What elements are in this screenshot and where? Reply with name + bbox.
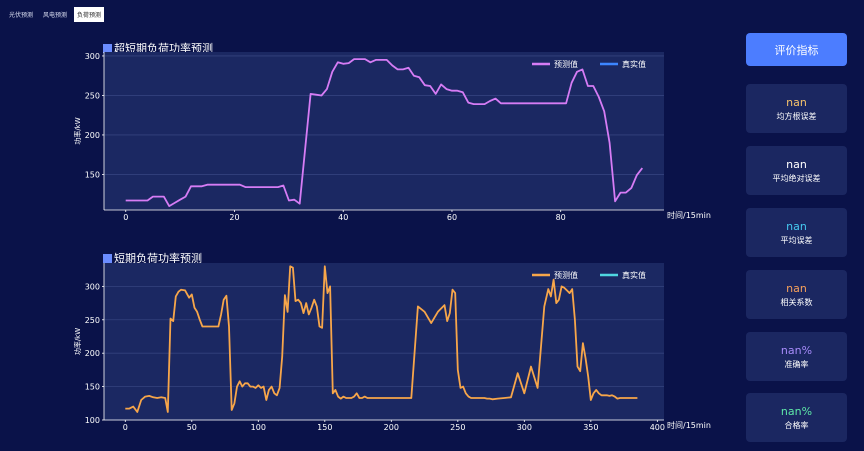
x-tick-label: 80 xyxy=(556,213,566,222)
metric-pass-rate: nan% 合格率 xyxy=(746,393,847,442)
metric-mae: nan 平均绝对误差 xyxy=(746,146,847,195)
y-tick-label: 150 xyxy=(85,383,100,392)
x-tick-label: 50 xyxy=(187,423,197,432)
metric-value: nan xyxy=(786,157,807,171)
x-tick-label: 300 xyxy=(517,423,532,432)
plot-area xyxy=(104,263,664,420)
evaluate-metrics-button[interactable]: 评价指标 xyxy=(746,33,847,66)
metric-label: 平均误差 xyxy=(780,235,813,245)
metric-correlation: nan 相关系数 xyxy=(746,270,847,319)
metric-value: nan% xyxy=(780,404,813,418)
x-tick-label: 350 xyxy=(583,423,598,432)
metric-label: 平均绝对误差 xyxy=(772,173,821,183)
tab-pv-forecast[interactable]: 光伏预测 xyxy=(9,12,34,19)
metric-label: 准确率 xyxy=(784,359,809,369)
x-tick-label: 20 xyxy=(229,213,239,222)
metric-label: 合格率 xyxy=(784,420,809,430)
metric-label: 均方根误差 xyxy=(776,111,817,121)
tab-wind-forecast[interactable]: 风电预测 xyxy=(43,12,68,19)
metric-mean-error: nan 平均误差 xyxy=(746,208,847,257)
series-line-0 xyxy=(125,265,638,413)
legend-label: 真实值 xyxy=(622,59,646,69)
ultra-short-chart-title: 超短期负荷功率预测 xyxy=(103,40,213,56)
plot-area xyxy=(104,52,664,210)
x-tick-label: 200 xyxy=(384,423,399,432)
metric-label: 相关系数 xyxy=(780,297,813,307)
y-tick-label: 250 xyxy=(85,91,100,100)
metric-value: nan xyxy=(786,95,807,109)
x-tick-label: 0 xyxy=(123,213,128,222)
y-axis-label: 功率/kW xyxy=(73,328,82,355)
legend-label: 预测值 xyxy=(554,59,578,69)
y-tick-label: 150 xyxy=(85,170,100,179)
metric-rmse: nan 均方根误差 xyxy=(746,84,847,133)
ultra-short-chart-title-text: 超短期负荷功率预测 xyxy=(114,42,213,55)
y-tick-label: 300 xyxy=(85,52,100,61)
x-tick-label: 60 xyxy=(447,213,457,222)
x-tick-label: 0 xyxy=(123,423,128,432)
short-term-chart-title-text: 短期负荷功率预测 xyxy=(114,252,202,265)
metric-value: nan xyxy=(786,219,807,233)
y-tick-label: 300 xyxy=(85,282,100,291)
short-term-chart-title: 短期负荷功率预测 xyxy=(103,250,202,266)
prediction-tabs: 光伏预测 风电预测 负荷预测 xyxy=(6,7,105,22)
metric-accuracy: nan% 准确率 xyxy=(746,332,847,381)
x-axis-label: 时间/15min xyxy=(667,420,711,430)
x-tick-label: 100 xyxy=(251,423,266,432)
metric-value: nan% xyxy=(780,343,813,357)
legend-label: 预测值 xyxy=(554,270,578,280)
x-tick-label: 400 xyxy=(650,423,665,432)
metric-value: nan xyxy=(786,281,807,295)
x-axis-label: 时间/15min xyxy=(667,210,711,220)
x-tick-label: 40 xyxy=(338,213,348,222)
title-marker-icon xyxy=(103,43,112,53)
series-line-0 xyxy=(125,58,644,208)
x-tick-label: 250 xyxy=(450,423,465,432)
tab-load-forecast[interactable]: 负荷预测 xyxy=(74,7,105,22)
x-tick-label: 150 xyxy=(317,423,332,432)
y-axis-label: 功率/kW xyxy=(73,117,82,144)
y-tick-label: 200 xyxy=(85,131,100,140)
title-marker-icon xyxy=(103,253,112,263)
y-tick-label: 100 xyxy=(85,416,100,425)
y-tick-label: 250 xyxy=(85,316,100,325)
y-tick-label: 200 xyxy=(85,349,100,358)
legend-label: 真实值 xyxy=(622,270,646,280)
